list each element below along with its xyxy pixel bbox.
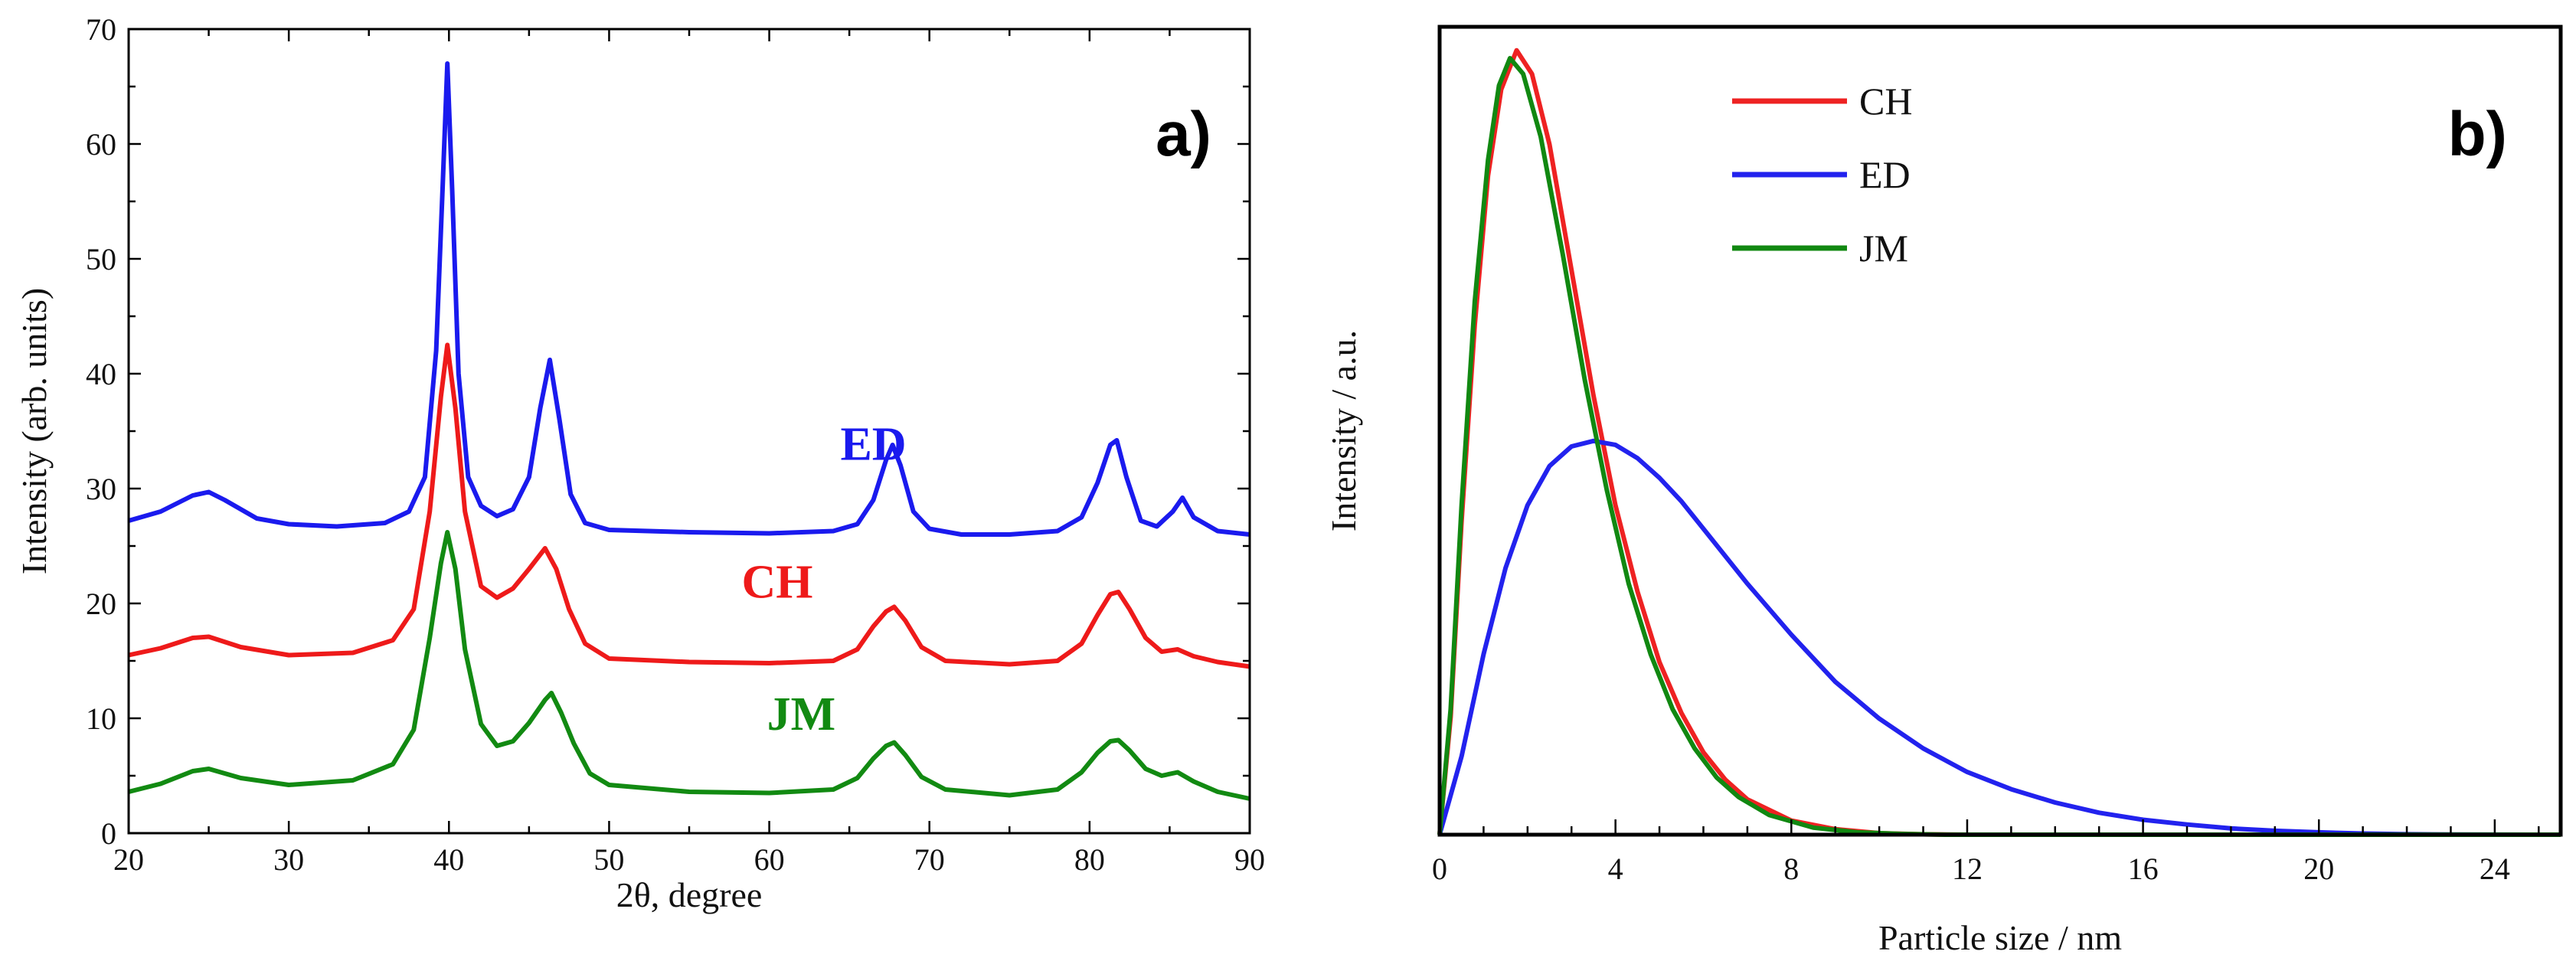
x-tick-label: 24 xyxy=(2480,852,2510,886)
plot-frame xyxy=(127,28,1251,835)
y-tick-label: 10 xyxy=(86,701,116,736)
series-annotation-ed: ED xyxy=(840,419,906,471)
series-line-jm xyxy=(1437,56,2561,837)
x-axis-title: 2θ, degree xyxy=(616,875,763,914)
legend-label-ch: CH xyxy=(1859,80,1912,123)
y-tick-label: 50 xyxy=(86,242,116,276)
panel-label-a: a) xyxy=(1156,100,1211,169)
y-tick-label: 70 xyxy=(86,12,116,47)
x-tick-label: 20 xyxy=(2303,852,2334,886)
series-annotation-ch: CH xyxy=(742,557,813,609)
legend-label-ed: ED xyxy=(1859,153,1911,196)
y-axis-title: Intensity / a.u. xyxy=(1324,330,1363,531)
y-tick-label: 30 xyxy=(86,472,116,506)
legend-label-jm: JM xyxy=(1859,227,1908,270)
x-tick-label: 30 xyxy=(273,842,304,877)
plot-frame xyxy=(1437,25,2563,837)
x-tick-label: 40 xyxy=(433,842,464,877)
x-tick-label: 60 xyxy=(754,842,785,877)
x-tick-label: 80 xyxy=(1074,842,1105,877)
x-tick-label: 8 xyxy=(1783,852,1799,886)
legend: CH ED JM xyxy=(1732,80,1912,270)
series-annotation-jm: JM xyxy=(767,688,836,741)
x-tick-label: 16 xyxy=(2128,852,2159,886)
series-line-ch xyxy=(128,342,1250,669)
x-tick-label: 70 xyxy=(914,842,945,877)
series-line-ed xyxy=(128,61,1250,537)
y-axis-title: Intensity (arb. units) xyxy=(15,288,54,574)
x-tick-label: 50 xyxy=(593,842,624,877)
y-tick-label: 40 xyxy=(86,357,116,391)
y-tick-label: 0 xyxy=(101,816,116,851)
y-tick-label: 20 xyxy=(86,587,116,621)
series-line-jm xyxy=(128,530,1250,801)
x-tick-label: 12 xyxy=(1952,852,1983,886)
panel-label-b: b) xyxy=(2448,100,2507,169)
x-axis-title: Particle size / nm xyxy=(1878,918,2122,957)
y-tick-label: 60 xyxy=(86,127,116,162)
x-tick-label: 4 xyxy=(1608,852,1623,886)
panel-a-xrd-chart: 20 30 40 50 60 70 80 90 0 10 20 30 40 50 60 70 2θ, degre… xyxy=(15,12,1265,914)
panel-b-particle-size-chart: 0 4 8 12 16 20 24 Particle size / nm Intensity /… xyxy=(1324,25,2563,957)
x-tick-label: 20 xyxy=(113,842,144,877)
x-tick-label: 0 xyxy=(1432,852,1447,886)
x-tick-label: 90 xyxy=(1234,842,1265,877)
